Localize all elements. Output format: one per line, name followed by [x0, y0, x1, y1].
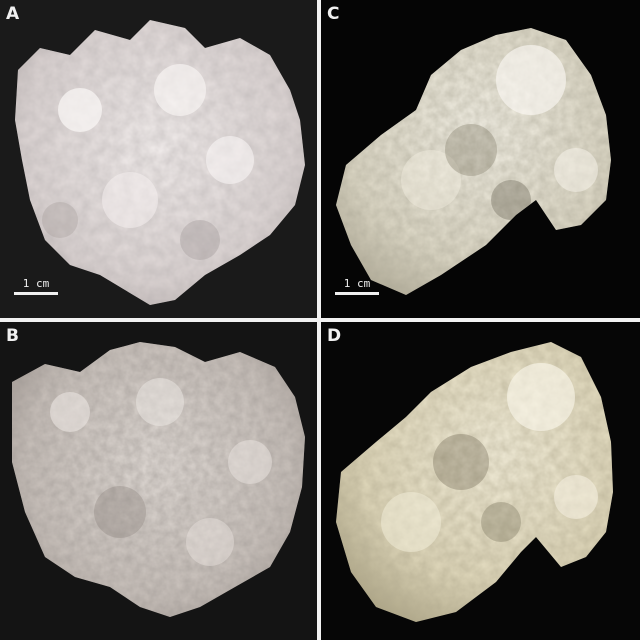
- scale-line-a: [14, 292, 58, 295]
- panel-label-c: C: [327, 4, 339, 24]
- panel-label-d: D: [327, 326, 341, 346]
- specimen-c-photo: [321, 0, 640, 318]
- panel-a: A 1 cm: [0, 0, 317, 318]
- scale-line-c: [335, 292, 379, 295]
- panel-label-a: A: [6, 4, 19, 24]
- specimen-d-photo: [321, 322, 640, 640]
- scale-bar-c: 1 cm: [335, 278, 379, 295]
- scale-label-a: 1 cm: [14, 278, 58, 290]
- panel-c: C 1 cm: [321, 0, 640, 318]
- specimen-a-photo: [0, 0, 317, 318]
- scale-bar-a: 1 cm: [14, 278, 58, 295]
- panel-b: B: [0, 322, 317, 640]
- specimen-b-photo: [0, 322, 317, 640]
- panel-d: D: [321, 322, 640, 640]
- panel-label-b: B: [6, 326, 19, 346]
- scale-label-c: 1 cm: [335, 278, 379, 290]
